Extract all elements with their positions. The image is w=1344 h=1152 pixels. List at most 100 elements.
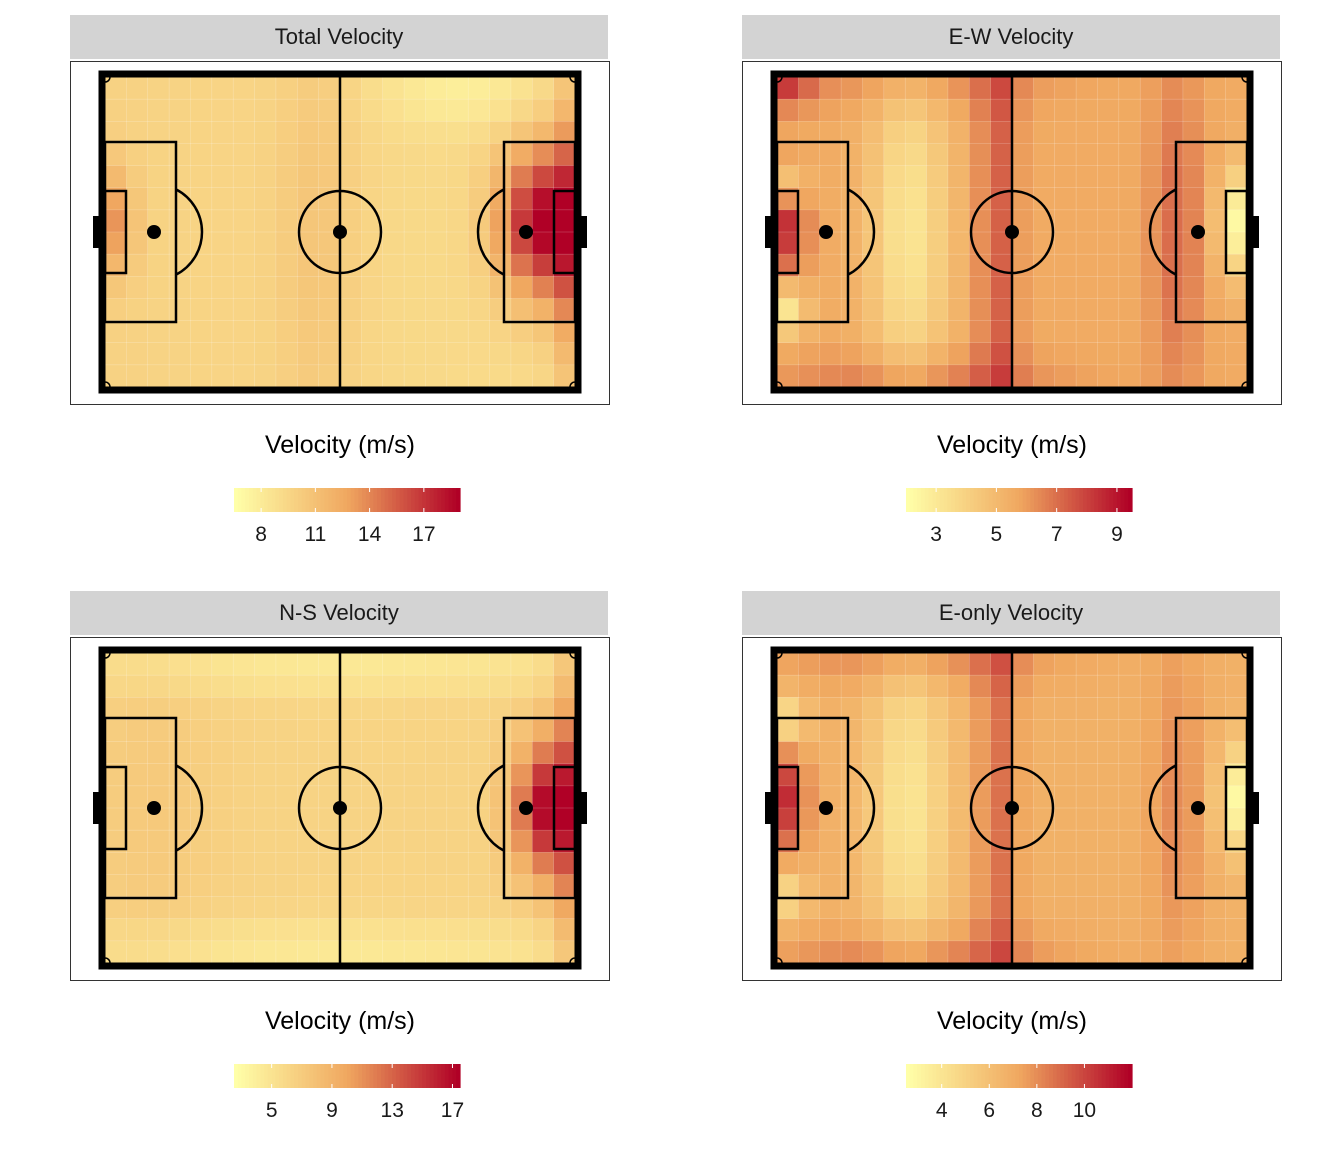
heatmap-cell [297,874,320,898]
colorbar-segment [331,488,337,512]
heatmap-cell [254,320,277,344]
colorbar-segment [256,1064,261,1088]
heatmap-cell [467,276,491,300]
heatmap-cell [1139,652,1163,676]
heatmap-cell [1033,719,1056,743]
heatmap-cell [382,896,405,920]
colorbar-segment [1019,488,1024,512]
heatmap-cell [126,76,149,100]
heatmap-cell [232,298,256,322]
heatmap-cell [1204,807,1227,831]
heatmap-cell [947,785,970,809]
heatmap-cell [297,741,320,765]
left-penalty-arc [847,764,876,852]
heatmap-cell [1118,253,1141,277]
heatmap-cell [467,320,491,344]
heatmap-cell [510,364,533,388]
heatmap-cell [819,829,842,853]
heatmap-cell [1054,874,1077,898]
heatmap-cell [211,697,234,721]
heatmap-cell [1225,364,1248,388]
heatmap-cell [126,896,149,920]
heatmap-cell [1118,741,1141,765]
heatmap-cell [926,165,949,189]
heatmap-cell [990,852,1013,876]
colorbar-segment [301,1064,307,1088]
heatmap-cell [947,121,970,145]
colorbar-segment [282,1064,288,1088]
heatmap-cell [339,697,363,721]
heatmap-cell [147,829,170,853]
corner-arc [569,957,576,964]
heatmap-cell [104,807,128,831]
heatmap-cell [489,719,512,743]
heatmap-cell [819,896,842,920]
heatmap-cell [1011,674,1035,698]
heatmap-cell [275,719,298,743]
left-goal [765,216,773,248]
heatmap-cell [232,342,256,366]
heatmap-cell [883,652,906,676]
heatmap-cell [403,674,427,698]
heatmap-cell [467,364,491,388]
heatmap-cell [798,320,821,344]
heatmap-cell [553,121,576,145]
colorbar-segment [1003,1064,1009,1088]
centre-spot [333,801,347,815]
heatmap-cell [819,763,842,787]
heatmap-cell [425,697,448,721]
heatmap-cell [798,852,821,876]
heatmap-cell [1182,253,1205,277]
colorbar-segment [1011,1064,1016,1088]
legend-title: Velocity (m/s) [936,1007,1088,1035]
heatmap-cell [382,320,405,344]
heatmap-cell [104,276,128,300]
heatmap-cell [532,298,555,322]
heatmap-cell [126,652,149,676]
heatmap-cell [104,719,128,743]
heatmap-cell [553,741,576,765]
colorbar-segment [452,1064,457,1088]
heatmap-cell [446,829,469,853]
heatmap-cell [232,807,256,831]
heatmap-cell [1225,719,1248,743]
heatmap-cell [446,143,469,167]
corner-arc [1241,652,1248,659]
heatmap-cell [318,165,341,189]
colorbar-segment [1090,488,1095,512]
heatmap-cell [926,276,949,300]
heatmap-cell [425,785,448,809]
heatmap-cell [1118,364,1141,388]
heatmap-cell [1097,719,1120,743]
heatmap-cell [1139,896,1163,920]
heatmap-cell [510,674,533,698]
heatmap-cell [104,165,128,189]
heatmap-cell [446,209,469,233]
colorbar-segment [966,488,971,512]
colorbar-segment [1007,488,1013,512]
heatmap-cell [1097,785,1120,809]
heatmap-cell [862,719,885,743]
heatmap-cell [489,98,512,122]
heatmap-cell [947,674,970,698]
colorbar-segment [411,488,416,512]
heatmap-cell [1033,276,1056,300]
colorbar-segment [429,488,435,512]
colorbar-segment [411,1064,416,1088]
heatmap-cell [1054,121,1077,145]
heatmap-cell [947,807,970,831]
left-goal-area [775,765,800,851]
heatmap-cell [883,76,906,100]
heatmap-cell [947,940,970,964]
heatmap-cell [1118,896,1141,920]
heatmap-cell [403,852,427,876]
heatmap-cell [403,209,427,233]
heatmap-cell [1011,741,1035,765]
heatmap-cell [553,298,576,322]
panel-title: E-W Velocity [948,24,1074,49]
heatmap-cell [883,874,906,898]
colorbar-segment [936,1064,941,1088]
heatmap-cell [969,342,992,366]
heatmap-cell [126,719,149,743]
heatmap-cell [1161,121,1184,145]
